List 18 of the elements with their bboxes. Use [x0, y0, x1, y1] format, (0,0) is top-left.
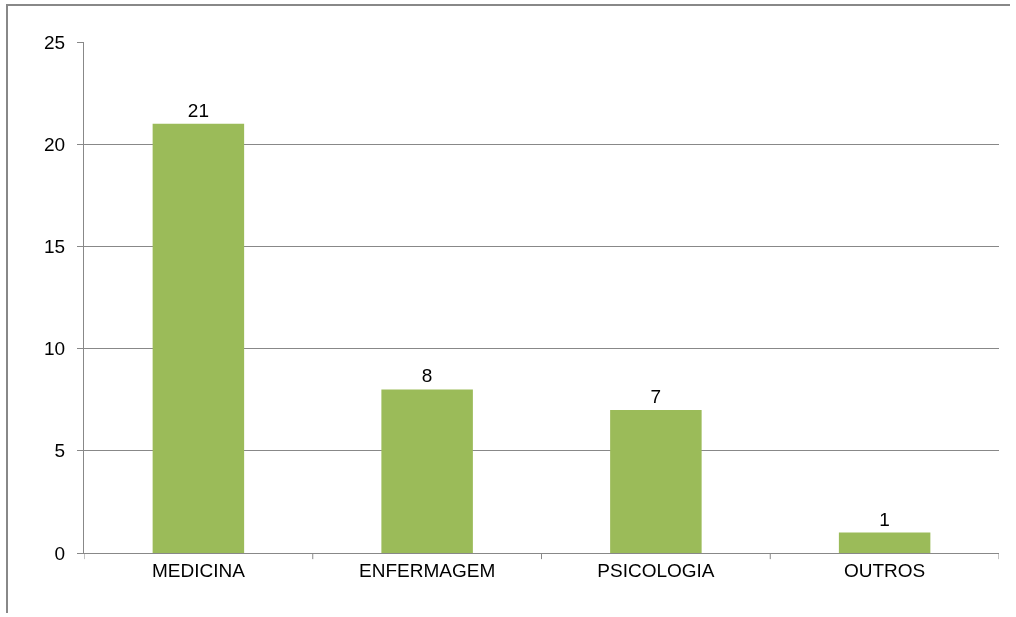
- data-label: 21: [187, 99, 209, 121]
- bar: [838, 532, 931, 553]
- y-tick-label: 20: [44, 133, 66, 155]
- bar: [152, 123, 245, 553]
- y-tick-label: 0: [54, 542, 66, 564]
- x-tick-label: ENFERMAGEM: [359, 559, 496, 581]
- x-tick-label: PSICOLOGIA: [597, 559, 715, 581]
- data-label: 1: [879, 508, 890, 530]
- bar: [610, 409, 702, 553]
- data-label: 8: [421, 365, 433, 387]
- x-tick-label: MEDICINA: [151, 559, 246, 581]
- y-tick-label: 15: [44, 236, 66, 258]
- y-tick-label: 5: [54, 440, 66, 462]
- y-tick-label: 25: [44, 31, 66, 53]
- y-tick-label: 10: [44, 338, 66, 360]
- x-tick-label: OUTROS: [843, 559, 926, 581]
- bar: [381, 389, 473, 553]
- data-label: 7: [650, 385, 662, 407]
